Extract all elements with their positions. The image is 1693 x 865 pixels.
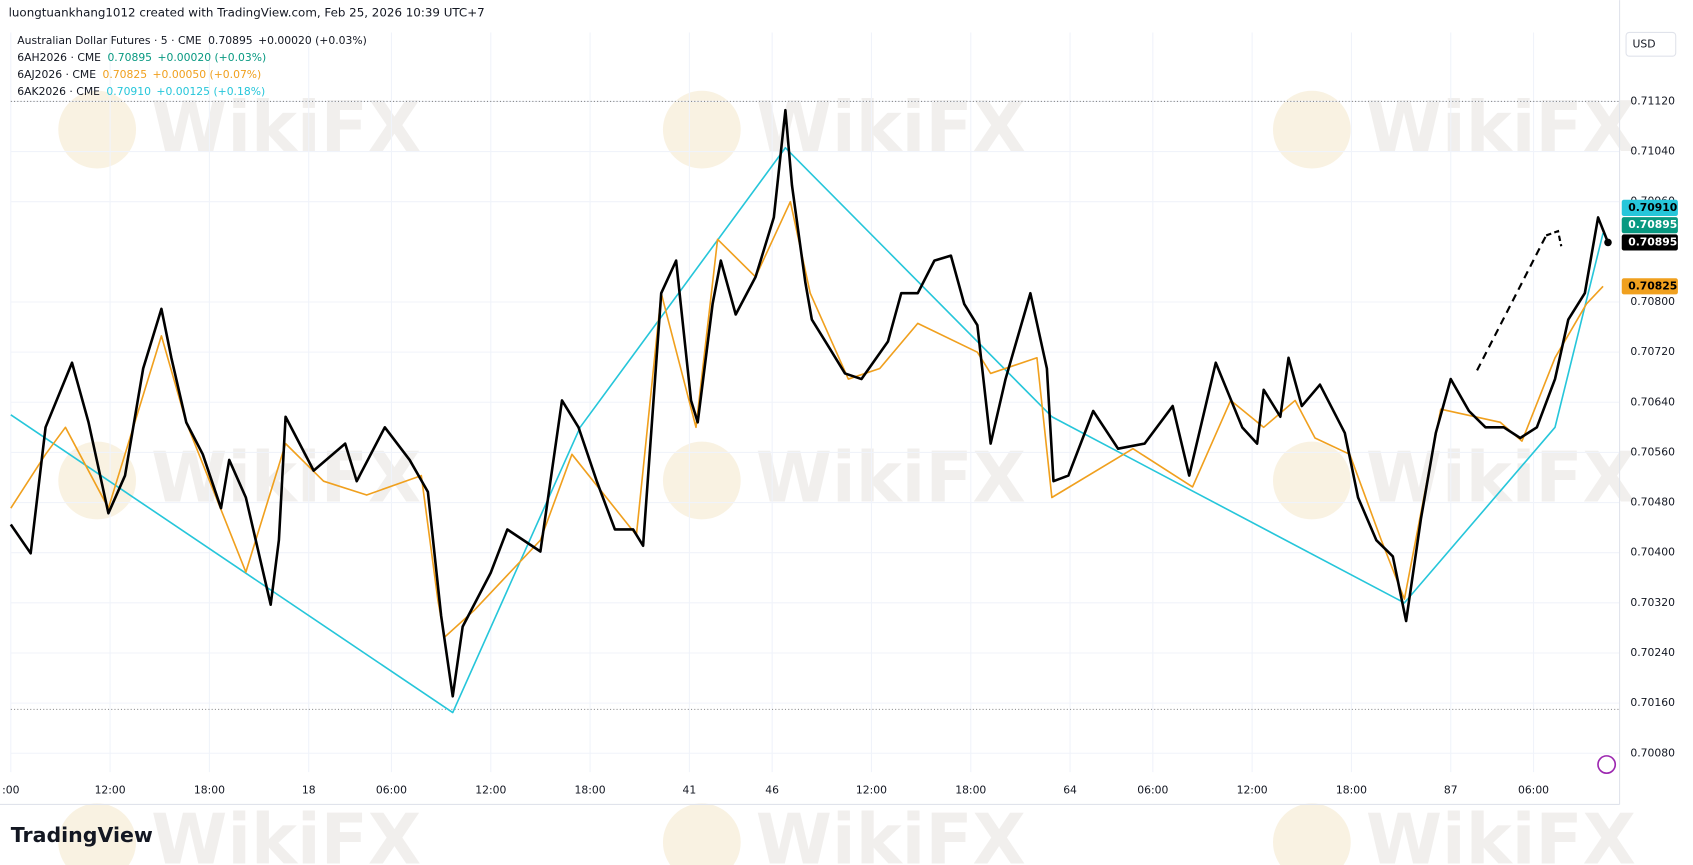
x-tick-label: 12:00 bbox=[475, 783, 506, 796]
legend-change: +0.00050 (+0.07%) bbox=[153, 68, 262, 81]
watermark: WikiFX bbox=[1366, 88, 1636, 168]
y-tick-label: 0.70560 bbox=[1630, 445, 1675, 458]
x-tick-label: 06:00 bbox=[1518, 783, 1549, 796]
watermark-logo bbox=[58, 90, 137, 169]
watermark-logo bbox=[1272, 441, 1351, 520]
x-tick-label: 12:00 bbox=[856, 783, 887, 796]
x-tick-label: 41 bbox=[683, 783, 697, 796]
brand: TradingView bbox=[11, 823, 153, 847]
y-tick-label: 0.70320 bbox=[1630, 596, 1675, 609]
y-tick-label: 0.70080 bbox=[1630, 746, 1675, 759]
watermark-logo bbox=[1272, 90, 1351, 169]
legend-value: 0.70895 bbox=[208, 34, 253, 47]
x-tick-label: 18:00 bbox=[955, 783, 986, 796]
price-tag bbox=[1621, 278, 1678, 295]
alert-icon[interactable] bbox=[1597, 755, 1617, 774]
price-tag bbox=[1621, 217, 1678, 234]
watermark: WikiFX bbox=[756, 439, 1026, 519]
x-tick-label: :00 bbox=[2, 783, 19, 796]
x-tick-label: 18:00 bbox=[194, 783, 225, 796]
price-tag-label: 0.70825 bbox=[1628, 279, 1677, 292]
currency[interactable]: USD bbox=[1633, 37, 1656, 50]
legend-change: +0.00020 (+0.03%) bbox=[157, 51, 266, 64]
price-tag bbox=[1621, 199, 1678, 216]
legend-value: 0.70825 bbox=[103, 68, 148, 81]
watermark-logo bbox=[58, 803, 137, 865]
legend-name: Australian Dollar Futures · 5 · CME bbox=[17, 34, 202, 47]
x-tick-label: 18 bbox=[302, 783, 316, 796]
y-tick-label: 0.70400 bbox=[1630, 546, 1675, 559]
watermark-logo bbox=[58, 441, 137, 520]
watermark-logo bbox=[662, 441, 741, 520]
plot: 0.70080 0.70160 0.70240 0.70320 0.70400 0.704… bbox=[0, 0, 1678, 806]
y-tick-label: 0.70480 bbox=[1630, 496, 1675, 509]
watermark: WikiFX bbox=[756, 800, 1026, 865]
legend-name: 6AH2026 · CME bbox=[17, 51, 101, 64]
x-tick-label: 06:00 bbox=[376, 783, 407, 796]
x-tick-label: 18:00 bbox=[1336, 783, 1367, 796]
y-tick-label: 0.70720 bbox=[1630, 345, 1675, 358]
series-line bbox=[10, 146, 1604, 714]
drawing-arrow-head bbox=[1545, 229, 1563, 247]
y-tick-label: 0.70800 bbox=[1630, 295, 1675, 308]
legend-change: +0.00020 (+0.03%) bbox=[258, 34, 367, 47]
x-tick-label: 12:00 bbox=[1237, 783, 1268, 796]
last-point bbox=[1604, 238, 1612, 247]
y-tick-label: 0.70640 bbox=[1630, 395, 1675, 408]
legend-value: 0.70910 bbox=[106, 85, 151, 98]
y-tick-label: 0.70240 bbox=[1630, 646, 1675, 659]
x-tick-label: 06:00 bbox=[1137, 783, 1168, 796]
y-tick-label: 0.71040 bbox=[1630, 145, 1675, 158]
legend-name: 6AK2026 · CME bbox=[17, 85, 100, 98]
y-tick-label: 0.71120 bbox=[1630, 94, 1675, 107]
legend-value: 0.70895 bbox=[107, 51, 152, 64]
x-tick-label: 64 bbox=[1063, 783, 1077, 796]
watermark: WikiFX bbox=[1366, 439, 1636, 519]
watermark: WikiFX bbox=[151, 800, 421, 865]
y-tick-label: 0.70160 bbox=[1630, 696, 1675, 709]
watermark-logo bbox=[662, 803, 741, 865]
series-line bbox=[9, 108, 1610, 698]
watermark: WikiFX bbox=[151, 439, 421, 519]
watermark-logo bbox=[1273, 803, 1351, 865]
currency-box[interactable] bbox=[1625, 31, 1677, 57]
watermark: WikiFX bbox=[151, 88, 421, 168]
x-tick-label: 12:00 bbox=[95, 783, 126, 796]
x-tick-label: 46 bbox=[765, 783, 779, 796]
series-line bbox=[10, 200, 1604, 639]
legend-change: +0.00125 (+0.18%) bbox=[156, 85, 265, 98]
attribution: luongtuankhang1012 created with TradingV… bbox=[9, 6, 485, 20]
x-tick-label: 87 bbox=[1444, 783, 1458, 796]
price-tag-label: 0.70910 bbox=[1628, 201, 1677, 214]
x-tick-label: 18:00 bbox=[575, 783, 606, 796]
price-tag-label: 0.70895 bbox=[1628, 218, 1677, 231]
price-tag bbox=[1621, 234, 1678, 251]
watermark: WikiFX bbox=[756, 88, 1026, 168]
watermark-logo bbox=[662, 90, 741, 169]
watermark: WikiFX bbox=[1366, 800, 1636, 865]
legend-name: 6AJ2026 · CME bbox=[17, 68, 96, 81]
price-tag-label: 0.70895 bbox=[1628, 235, 1677, 248]
